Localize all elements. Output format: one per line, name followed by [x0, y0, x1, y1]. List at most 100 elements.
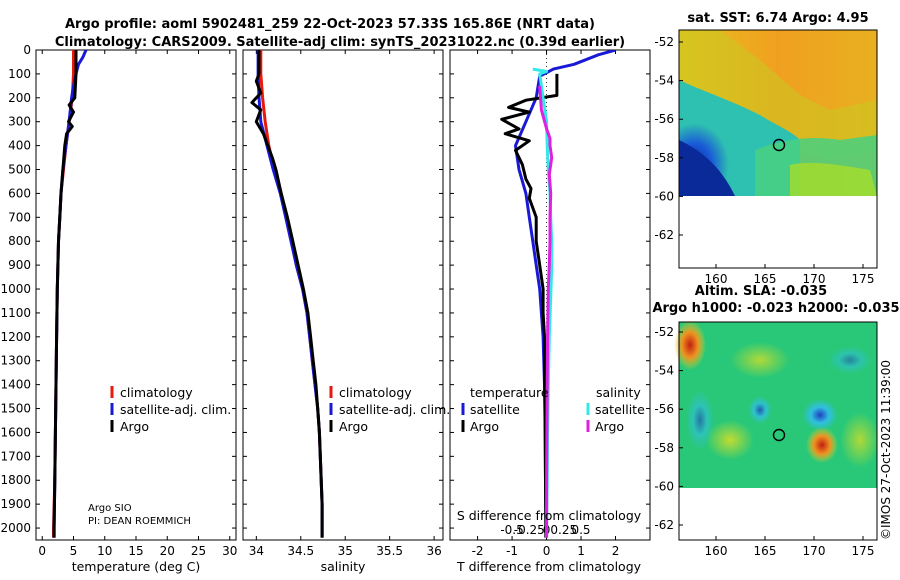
map-xtick-label: 175: [852, 544, 875, 558]
temperature-xlabel: temperature (deg C): [72, 559, 201, 574]
map-xtick-label: 160: [705, 272, 728, 286]
sla-argo-marker: [772, 428, 786, 442]
sla-map-ticks: 160 165 170 175 -52 -54 -56 -58 -60 -62: [654, 325, 874, 558]
ytick-label: 1300: [0, 354, 31, 368]
ytick-label: 800: [8, 234, 31, 248]
ytick-label: 1000: [0, 282, 31, 296]
ytick-label: 0: [23, 43, 31, 57]
xtick-label: 30: [222, 544, 237, 558]
ytick-label: 300: [8, 115, 31, 129]
legend-label-s-argo: Argo: [595, 419, 624, 434]
ytick-label: 1500: [0, 402, 31, 416]
salinity-xlabel: salinity: [321, 559, 366, 574]
series-t-satellite: [514, 50, 616, 538]
temperature-legend: climatology satellite-adj. clim. Argo: [110, 385, 231, 434]
map-xtick-label: 165: [754, 544, 777, 558]
xtick2-label: -0.25: [514, 523, 545, 537]
xtick-label: 25: [191, 544, 206, 558]
series-t-argo: [500, 73, 559, 538]
series-satellite-adj-clim-: [256, 50, 324, 538]
sst-map-image: [679, 30, 877, 268]
ytick-label: 900: [8, 258, 31, 272]
legend-label-satellite: satellite-adj. clim.: [339, 402, 450, 417]
tick-layer: 0100200300400500600700800900100011001200…: [0, 43, 650, 558]
salinity-axes: [242, 49, 444, 541]
sst-argo-marker: [772, 138, 786, 152]
ytick-label: 600: [8, 186, 31, 200]
temperature-axes: [35, 49, 237, 541]
sla-map-title: Altim. SLA: -0.035: [695, 284, 827, 299]
xtick-label: 34.5: [287, 544, 314, 558]
xtick-label: 1: [577, 544, 585, 558]
map-ytick-label: -54: [654, 364, 674, 378]
map-ytick-label: -56: [654, 112, 674, 126]
xtick-label: 35.5: [376, 544, 403, 558]
imos-credit: ©IMOS 27-Oct-2023 11:39:00: [879, 360, 893, 540]
ytick-label: 100: [8, 67, 31, 81]
map-ytick-label: -62: [654, 228, 674, 242]
legend-label-argo: Argo: [120, 419, 149, 434]
sla-map-image: [674, 320, 880, 540]
xtick-label: 36: [426, 544, 441, 558]
xtick2-label: 0.25: [550, 523, 577, 537]
map-ytick-label: -60: [654, 479, 674, 493]
series-s-argo: [538, 85, 554, 538]
xtick-label: 0: [38, 544, 46, 558]
xtick-label: 15: [128, 544, 143, 558]
map-ytick-label: -58: [654, 441, 674, 455]
xtick-label: -1: [506, 544, 518, 558]
legend-label-satellite: satellite-adj. clim.: [120, 402, 231, 417]
title-line-1: Argo profile: aoml 5902481_259 22-Oct-20…: [65, 17, 595, 32]
map-xtick-label: 175: [852, 272, 875, 286]
series-argo: [250, 50, 324, 538]
ytick-label: 2000: [0, 521, 31, 535]
ytick-label: 1800: [0, 473, 31, 487]
map-xtick-label: 165: [754, 272, 777, 286]
map-ytick-label: -54: [654, 74, 674, 88]
map-ytick-label: -56: [654, 402, 674, 416]
legend-title-temperature: temperature: [470, 385, 549, 400]
legend-label-s-satellite: satellite: [595, 402, 645, 417]
map-ytick-label: -62: [654, 518, 674, 532]
title-line-2: Climatology: CARS2009. Satellite-adj cli…: [55, 35, 625, 50]
difference-axes: [449, 49, 651, 541]
legend-label-climatology: climatology: [339, 385, 412, 400]
difference-legend: temperature salinity satellite Argo sate…: [461, 385, 645, 434]
difference-xlabel-2: S difference from climatology: [457, 508, 642, 523]
xtick-label: 5: [70, 544, 78, 558]
sla-map-title-2: Argo h1000: -0.023 h2000: -0.035: [652, 301, 899, 316]
xtick-label: 10: [97, 544, 112, 558]
legend-label-t-satellite: satellite: [470, 402, 520, 417]
difference-xlabel: T difference from climatology: [456, 559, 642, 574]
xtick-label: 34: [249, 544, 264, 558]
legend-label-t-argo: Argo: [470, 419, 499, 434]
map-xtick-label: 170: [803, 272, 826, 286]
xtick-label: 35: [338, 544, 353, 558]
sst-map-frame: [678, 29, 878, 269]
xtick2-label: 0.5: [571, 523, 590, 537]
series-argo: [52, 50, 78, 538]
xtick-label: 0: [543, 544, 551, 558]
ytick-label: 500: [8, 163, 31, 177]
ytick-label: 1100: [0, 306, 31, 320]
map-ytick-label: -58: [654, 151, 674, 165]
xtick-label: -2: [472, 544, 484, 558]
curve-layer: [52, 50, 616, 540]
map-ytick-label: -52: [654, 35, 674, 49]
xtick-label: 2: [612, 544, 620, 558]
ytick-label: 1400: [0, 378, 31, 392]
credit-line-2: PI: DEAN ROEMMICH: [88, 516, 191, 527]
map-xtick-label: 170: [803, 544, 826, 558]
map-xtick-label: 160: [705, 544, 728, 558]
map-ytick-label: -60: [654, 189, 674, 203]
legend-label-argo: Argo: [339, 419, 368, 434]
sla-map-frame: [678, 321, 878, 541]
credit-line-1: Argo SIO: [88, 503, 132, 514]
series-climatology: [259, 50, 324, 538]
ytick-label: 1200: [0, 330, 31, 344]
map-ytick-label: -52: [654, 325, 674, 339]
legend-label-climatology: climatology: [120, 385, 193, 400]
ytick-label: 1900: [0, 497, 31, 511]
ytick-label: 400: [8, 139, 31, 153]
